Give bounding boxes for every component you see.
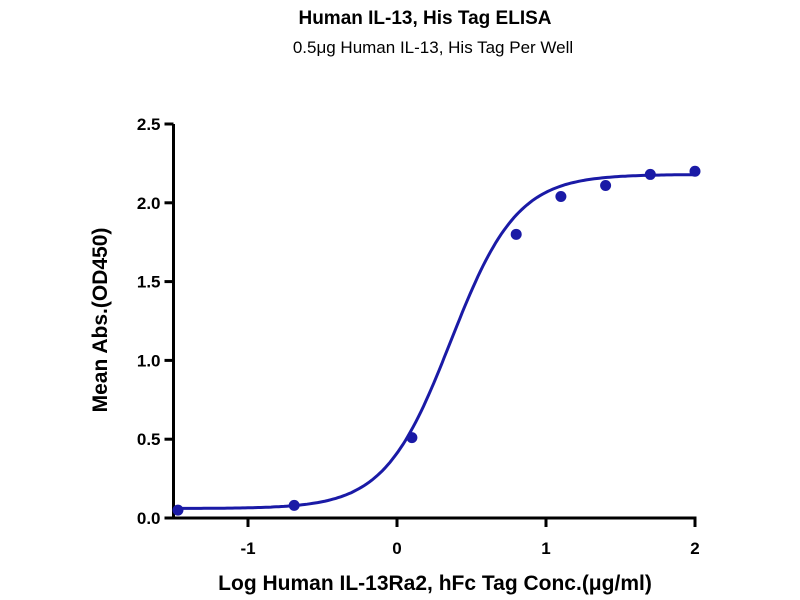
x-tick-label: 2 [690, 539, 699, 558]
y-tick-label: 0.0 [137, 509, 161, 528]
x-axis-label: Log Human IL-13Ra2, hFc Tag Conc.(μg/ml) [218, 572, 652, 595]
fit-curve-group [177, 173, 696, 510]
y-tick-label: 0.5 [137, 430, 161, 449]
data-point [406, 432, 418, 444]
x-tick-label: -1 [240, 539, 255, 558]
data-point [555, 190, 567, 202]
y-tick-label: 2.0 [137, 194, 161, 213]
chart-subtitle: 0.5μg Human IL-13, His Tag Per Well [293, 38, 573, 57]
x-tick-label: 1 [541, 539, 550, 558]
y-axis-label: Mean Abs.(OD450) [89, 228, 112, 413]
x-tick-label: 0 [392, 539, 401, 558]
data-point [172, 504, 184, 516]
data-point [288, 499, 300, 511]
data-point [510, 228, 522, 240]
data-point [689, 165, 701, 177]
data-point [600, 179, 612, 191]
y-tick-label: 1.0 [137, 351, 161, 370]
data-point [644, 168, 656, 180]
chart-title: Human IL-13, His Tag ELISA [298, 8, 551, 29]
y-tick-label: 2.5 [137, 115, 161, 134]
fit-curve [177, 173, 696, 510]
axes: 0.0 0.5 1.0 1.5 2.0 2.5 -1 0 1 2 [137, 115, 700, 558]
y-tick-label: 1.5 [137, 273, 161, 292]
data-points [172, 165, 701, 516]
